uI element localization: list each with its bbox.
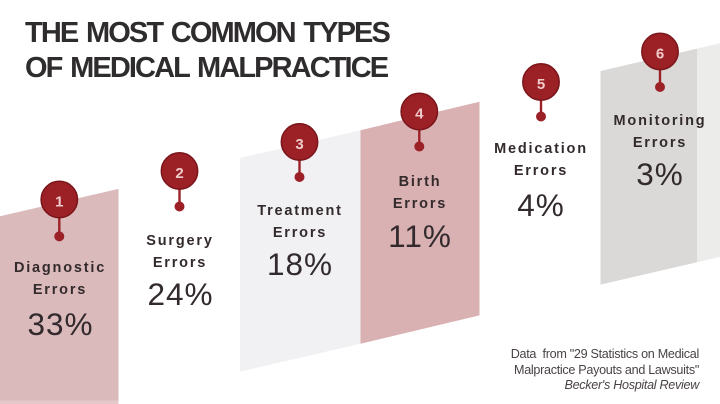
svg-text:1: 1 — [55, 194, 63, 211]
svg-text:6: 6 — [656, 46, 664, 63]
svg-text:2: 2 — [175, 165, 183, 182]
svg-text:3: 3 — [295, 136, 303, 153]
svg-text:5: 5 — [537, 76, 545, 93]
svg-text:4: 4 — [415, 106, 424, 123]
